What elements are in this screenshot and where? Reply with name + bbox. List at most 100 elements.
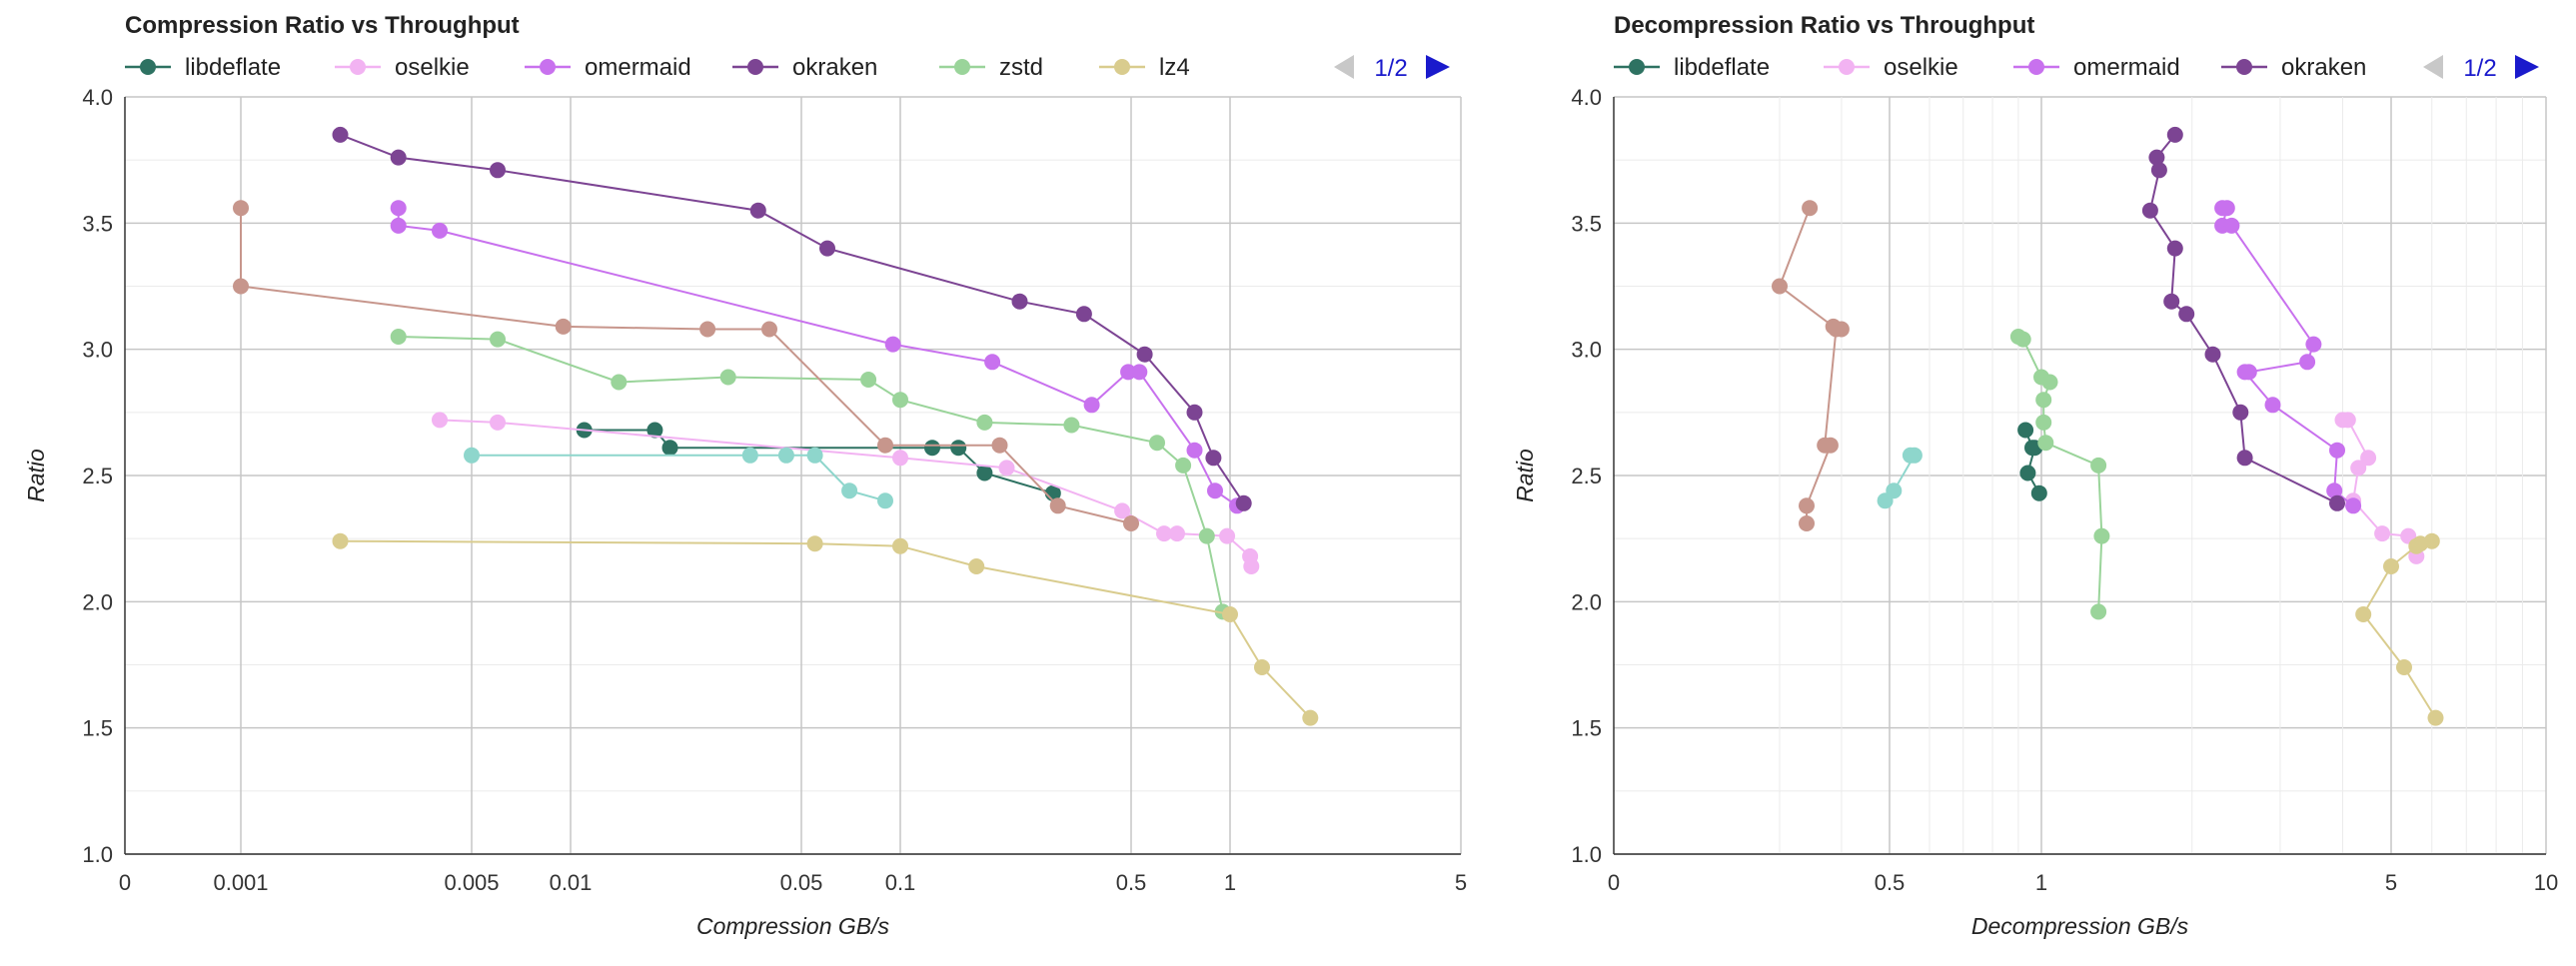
data-point[interactable]: [892, 392, 908, 409]
data-point[interactable]: [555, 318, 572, 335]
data-point[interactable]: [884, 336, 901, 353]
data-point[interactable]: [2427, 709, 2444, 726]
data-point[interactable]: [611, 374, 628, 391]
data-point[interactable]: [819, 240, 835, 257]
data-point[interactable]: [1169, 525, 1185, 542]
data-point[interactable]: [2014, 331, 2031, 348]
data-point[interactable]: [1772, 278, 1788, 295]
data-point[interactable]: [1822, 437, 1839, 454]
data-point[interactable]: [1149, 435, 1165, 452]
data-point[interactable]: [2150, 162, 2167, 179]
data-point[interactable]: [877, 492, 893, 509]
data-point[interactable]: [1131, 364, 1148, 381]
data-point[interactable]: [991, 437, 1008, 454]
data-point[interactable]: [2041, 374, 2058, 391]
data-point[interactable]: [2360, 450, 2377, 467]
data-point[interactable]: [976, 465, 993, 482]
legend-item-oselkie[interactable]: oselkie: [335, 54, 470, 81]
data-point[interactable]: [2383, 558, 2399, 574]
data-point[interactable]: [892, 450, 908, 467]
data-point[interactable]: [2264, 397, 2281, 414]
legend-item-okraken[interactable]: okraken: [2221, 54, 2366, 81]
data-point[interactable]: [2037, 435, 2054, 452]
legend-item-omermaid[interactable]: omermaid: [525, 54, 691, 81]
data-point[interactable]: [924, 440, 940, 457]
data-point[interactable]: [2017, 422, 2034, 439]
data-point[interactable]: [2163, 293, 2180, 310]
data-point[interactable]: [1198, 527, 1215, 544]
data-point[interactable]: [432, 222, 448, 239]
data-point[interactable]: [1011, 293, 1028, 310]
legend-item-omermaid[interactable]: omermaid: [2013, 54, 2180, 81]
data-point[interactable]: [1828, 321, 1845, 338]
data-point[interactable]: [2148, 149, 2165, 166]
data-point[interactable]: [2178, 306, 2195, 323]
data-point[interactable]: [332, 532, 349, 549]
data-point[interactable]: [892, 537, 908, 554]
data-point[interactable]: [1186, 442, 1203, 459]
prev-page-icon[interactable]: [2423, 55, 2443, 79]
data-point[interactable]: [841, 483, 858, 499]
data-point[interactable]: [719, 369, 736, 386]
data-point[interactable]: [1207, 483, 1223, 499]
data-point[interactable]: [2232, 404, 2249, 421]
data-point[interactable]: [1175, 457, 1192, 474]
data-point[interactable]: [741, 447, 758, 464]
data-point[interactable]: [2223, 217, 2240, 234]
data-point[interactable]: [2236, 450, 2253, 467]
data-point[interactable]: [2350, 460, 2367, 477]
data-point[interactable]: [1063, 417, 1080, 434]
data-point[interactable]: [2329, 442, 2345, 459]
data-point[interactable]: [2305, 336, 2322, 353]
data-point[interactable]: [968, 558, 985, 574]
data-point[interactable]: [2236, 364, 2253, 381]
data-point[interactable]: [2374, 525, 2391, 542]
data-point[interactable]: [1243, 558, 1260, 574]
data-point[interactable]: [1083, 397, 1100, 414]
data-point[interactable]: [976, 414, 993, 431]
data-point[interactable]: [860, 372, 877, 388]
data-point[interactable]: [1799, 515, 1815, 531]
data-point[interactable]: [1877, 492, 1894, 509]
data-point[interactable]: [749, 202, 766, 219]
data-point[interactable]: [490, 414, 506, 431]
data-point[interactable]: [1219, 527, 1236, 544]
data-point[interactable]: [877, 437, 893, 454]
data-point[interactable]: [2339, 412, 2356, 429]
data-point[interactable]: [661, 440, 678, 457]
legend-item-libdeflate[interactable]: libdeflate: [1614, 54, 1770, 81]
data-point[interactable]: [2141, 202, 2158, 219]
data-point[interactable]: [2090, 457, 2107, 474]
data-point[interactable]: [2035, 392, 2052, 409]
data-point[interactable]: [490, 162, 506, 179]
data-point[interactable]: [761, 321, 777, 338]
data-point[interactable]: [2218, 200, 2235, 217]
legend-item-okraken[interactable]: okraken: [732, 54, 877, 81]
data-point[interactable]: [490, 331, 506, 348]
data-point[interactable]: [806, 535, 823, 552]
data-point[interactable]: [2204, 346, 2221, 363]
data-point[interactable]: [1222, 606, 1238, 622]
data-point[interactable]: [2329, 494, 2345, 511]
legend-item-zstd[interactable]: zstd: [939, 54, 1043, 81]
data-point[interactable]: [2030, 484, 2047, 501]
prev-page-icon[interactable]: [1334, 55, 1354, 79]
data-point[interactable]: [2093, 527, 2110, 544]
data-point[interactable]: [2166, 240, 2183, 257]
data-point[interactable]: [2396, 659, 2412, 675]
data-point[interactable]: [950, 440, 967, 457]
data-point[interactable]: [2090, 603, 2107, 620]
data-point[interactable]: [1075, 306, 1092, 323]
data-point[interactable]: [1254, 659, 1270, 675]
data-point[interactable]: [1302, 709, 1319, 726]
data-point[interactable]: [1120, 364, 1137, 381]
data-point[interactable]: [2166, 126, 2183, 143]
data-point[interactable]: [2299, 354, 2316, 371]
next-page-icon[interactable]: [2515, 55, 2539, 79]
data-point[interactable]: [1156, 525, 1172, 542]
data-point[interactable]: [2345, 497, 2362, 514]
data-point[interactable]: [1123, 515, 1139, 531]
data-point[interactable]: [646, 422, 663, 439]
data-point[interactable]: [1186, 404, 1203, 421]
data-point[interactable]: [390, 217, 407, 234]
